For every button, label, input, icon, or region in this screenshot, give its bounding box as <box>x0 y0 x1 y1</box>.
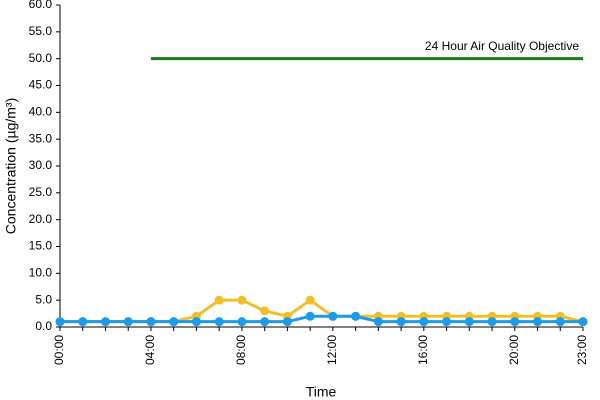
marker <box>305 311 315 321</box>
series-line <box>60 298 584 324</box>
marker <box>260 317 270 327</box>
x-tick-label: 08:00 <box>234 335 248 365</box>
marker <box>487 317 497 327</box>
y-tick-label: 55.0 <box>29 24 53 38</box>
y-tick-label: 0.0 <box>35 319 52 333</box>
y-axis-title: Concentration (µg/m³) <box>3 98 19 234</box>
marker <box>555 317 565 327</box>
marker <box>169 317 179 327</box>
y-tick-label: 45.0 <box>29 78 53 92</box>
y-tick-label: 30.0 <box>29 158 53 172</box>
marker <box>419 317 429 327</box>
y-tick-label: 10.0 <box>29 266 53 280</box>
y-tick-label: 35.0 <box>29 131 53 145</box>
x-tick-label: 04:00 <box>143 335 157 365</box>
marker <box>100 317 110 327</box>
x-tick-label: 16:00 <box>416 335 430 365</box>
marker <box>214 295 224 305</box>
x-tick-label: 23:00 <box>575 335 589 365</box>
annotation: 24 Hour Air Quality Objective <box>425 39 579 53</box>
y-tick-label: 25.0 <box>29 185 53 199</box>
marker <box>373 317 383 327</box>
marker <box>351 311 361 321</box>
marker <box>533 317 543 327</box>
marker <box>123 317 133 327</box>
y-tick-label: 60.0 <box>29 0 53 11</box>
marker <box>305 295 315 305</box>
x-tick-label: 00:00 <box>52 335 66 365</box>
marker <box>464 317 474 327</box>
marker <box>78 317 88 327</box>
marker <box>191 317 201 327</box>
marker <box>214 317 224 327</box>
marker <box>260 306 270 316</box>
y-tick-label: 5.0 <box>35 292 52 306</box>
y-tick-label: 40.0 <box>29 105 53 119</box>
marker <box>237 295 247 305</box>
marker <box>328 311 338 321</box>
marker <box>578 317 588 327</box>
marker <box>510 317 520 327</box>
y-tick-label: 50.0 <box>29 51 53 65</box>
marker <box>282 317 292 327</box>
marker <box>237 317 247 327</box>
marker <box>396 317 406 327</box>
marker <box>146 317 156 327</box>
marker <box>442 317 452 327</box>
x-tick-label: 20:00 <box>507 335 521 365</box>
marker <box>55 317 65 327</box>
y-tick-label: 20.0 <box>29 212 53 226</box>
x-axis-title: Time <box>306 384 337 400</box>
x-tick-label: 12:00 <box>325 335 339 365</box>
y-tick-label: 15.0 <box>29 239 53 253</box>
